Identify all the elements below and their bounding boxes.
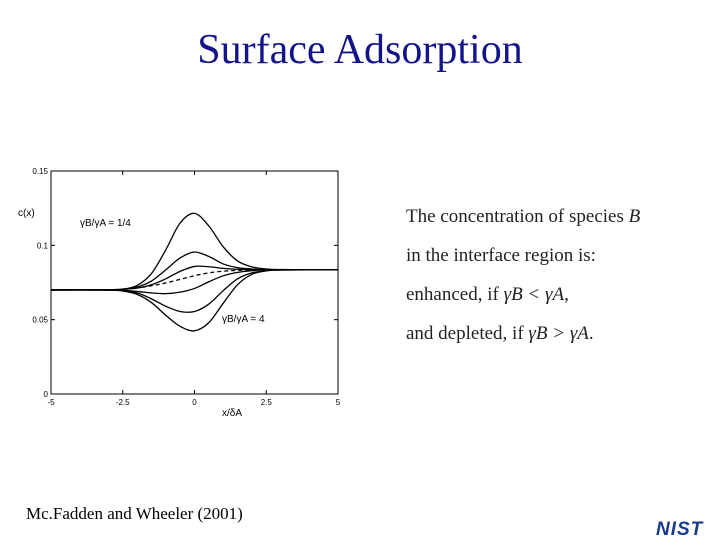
description-line-1-text: The concentration of species [406,206,629,227]
depleted-condition: γB > γA [528,323,589,344]
description-line-2: in the interface region is: [406,241,706,280]
y-axis-label: c(x) [18,208,35,219]
enhanced-condition: γB < γA [503,284,565,305]
annotation-high-ratio: γB/γA = 4 [222,314,265,325]
description-line-3-text: enhanced, if [406,284,504,305]
series-line-6 [50,269,339,313]
series-line-7 [50,269,339,332]
axis-ticks: -5 -2.5 0 2.5 5 0 0.05 0.1 0.15 [32,167,340,407]
description-line-2-text: in the interface region is: [406,245,596,266]
x-axis-label: x/δA [222,408,242,419]
series-line-2 [50,251,339,291]
annotation-low-ratio: γB/γA = 1/4 [80,218,131,229]
y-tick-label: 0.15 [32,167,48,176]
series-lines [50,212,339,332]
citation: Mc.Fadden and Wheeler (2001) [26,504,243,523]
description-line-1: The concentration of species B [406,202,706,241]
x-tick-label: 0 [192,398,197,407]
x-tick-label: -5 [47,398,55,407]
description-line-3-end: , [564,284,569,305]
y-tick-label: 0 [44,390,49,399]
description-block: The concentration of species B in the in… [406,202,706,358]
y-tick-label: 0.1 [37,241,49,250]
description-line-3: enhanced, if γB < γA, [406,280,706,319]
x-tick-label: 2.5 [261,398,273,407]
description-line-4-end: . [588,323,594,344]
nist-logo: NIST [656,519,704,538]
x-tick-label: -2.5 [116,398,130,407]
nist-logo-text: NIST [656,519,704,538]
description-line-4-text: and depleted, if [406,323,529,344]
y-tick-label: 0.05 [32,316,48,325]
plot-frame [50,170,339,395]
series-line-4 [50,269,339,291]
x-tick-label: 5 [336,398,341,407]
description-line-4: and depleted, if γB > γA. [406,319,706,358]
slide-title: Surface Adsorption [197,27,523,73]
species-variable: B [628,206,641,227]
concentration-chart: -5 -2.5 0 2.5 5 0 0.05 0.1 0.15 c(x) x/δA γB/γA … [18,167,341,419]
